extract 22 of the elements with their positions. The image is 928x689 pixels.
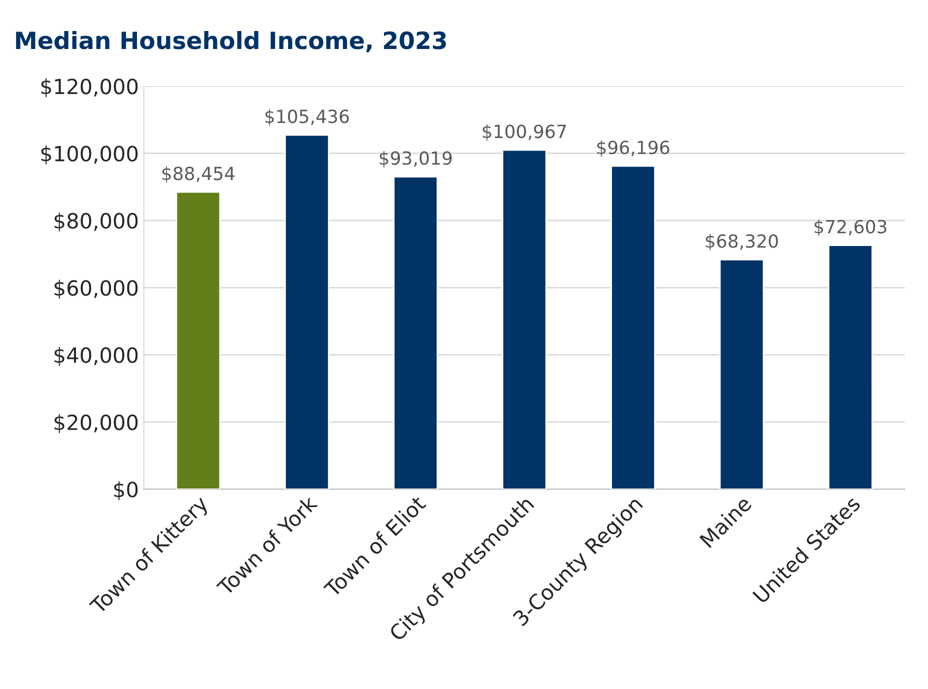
data-label: $68,320 bbox=[706, 234, 778, 250]
y-tick-label: $40,000 bbox=[54, 346, 138, 366]
data-label: $93,019 bbox=[380, 150, 452, 168]
y-tick-label: $20,000 bbox=[54, 414, 138, 433]
bar bbox=[393, 176, 438, 490]
bar bbox=[828, 244, 873, 490]
bar bbox=[610, 165, 656, 490]
y-tick-label: $60,000 bbox=[54, 280, 138, 299]
chart-title: Median Household Income, 2023 bbox=[16, 31, 446, 52]
y-tick-label: $120,000 bbox=[41, 78, 138, 98]
bar bbox=[176, 191, 221, 490]
data-label: $100,967 bbox=[482, 124, 566, 141]
y-tick-label: $0 bbox=[114, 481, 138, 500]
data-label: $88,454 bbox=[162, 166, 235, 183]
bar bbox=[719, 259, 764, 490]
data-label: $72,603 bbox=[814, 220, 886, 236]
bar bbox=[502, 149, 547, 490]
bar bbox=[284, 134, 330, 490]
data-label: $96,196 bbox=[597, 140, 670, 157]
y-tick-label: $80,000 bbox=[54, 212, 138, 232]
y-tick-label: $100,000 bbox=[41, 145, 138, 164]
data-label: $105,436 bbox=[265, 109, 349, 126]
